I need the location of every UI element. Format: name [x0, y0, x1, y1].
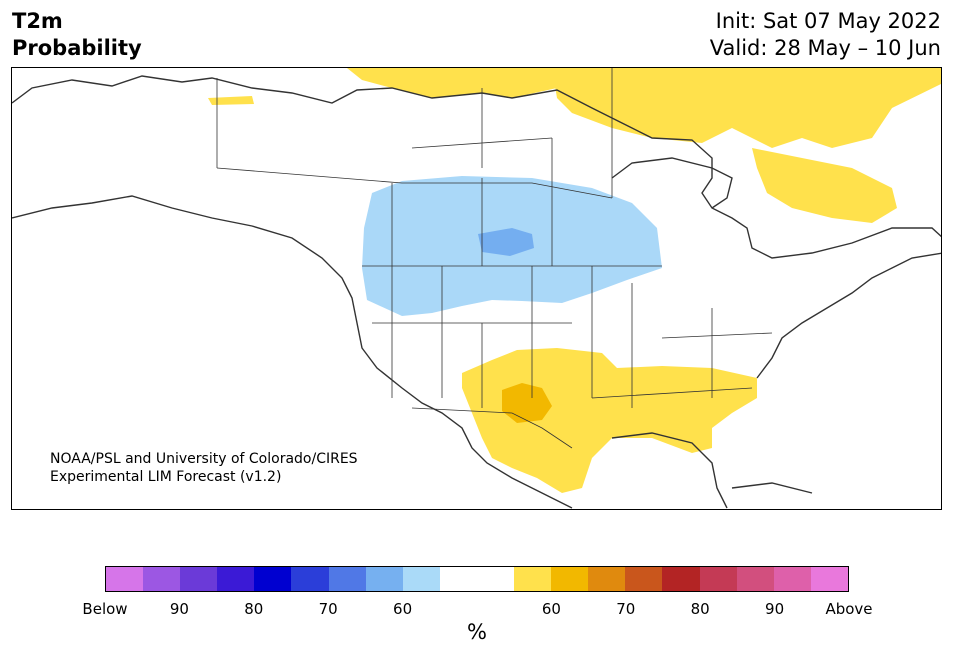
colorbar-swatch [551, 567, 589, 591]
valid-range: Valid: 28 May – 10 Jun [709, 36, 941, 60]
colorbar-tick-label: 90 [765, 600, 785, 618]
colorbar-tick-label: 60 [541, 600, 561, 618]
colorbar-swatch [328, 567, 366, 591]
above-area-baffin [552, 68, 941, 148]
colorbar-tick-label: 80 [690, 600, 710, 618]
forecast-dates: Init: Sat 07 May 2022 Valid: 28 May – 10… [710, 8, 941, 62]
colorbar-tick-label: Below [82, 600, 128, 618]
colorbar-tick-label: 60 [393, 600, 413, 618]
colorbar-swatch [180, 567, 218, 591]
colorbar-swatch [217, 567, 255, 591]
above-area-texas-core [502, 383, 552, 423]
colorbar-swatch [736, 567, 774, 591]
colorbar-swatch [662, 567, 700, 591]
colorbar-swatch [402, 567, 440, 591]
attribution-line2: Experimental LIM Forecast (v1.2) [50, 469, 282, 485]
colorbar-swatch [773, 567, 811, 591]
coastlines [12, 75, 941, 509]
colorbar-swatch [588, 567, 626, 591]
map-svg [12, 68, 941, 509]
above-area-labrador [752, 148, 897, 223]
below-area-core [478, 228, 534, 256]
colorbar-swatch [699, 567, 737, 591]
colorbar-swatch [254, 567, 292, 591]
forecast-map: NOAA/PSL and University of Colorado/CIRE… [11, 67, 942, 510]
map-title: T2m Probability [12, 8, 142, 62]
colorbar-swatch [810, 567, 848, 591]
colorbar-swatch [514, 567, 552, 591]
title-variable: T2m [12, 9, 63, 33]
above-area-alaska [208, 96, 254, 105]
init-date: Init: Sat 07 May 2022 [715, 9, 941, 33]
colorbar-swatch [291, 567, 329, 591]
colorbar-tick-label: 90 [169, 600, 189, 618]
colorbar-swatch [365, 567, 403, 591]
colorbar-unit: % [467, 620, 487, 644]
colorbar-swatch [106, 567, 144, 591]
political-borders [216, 68, 773, 449]
colorbar-tick-label: 70 [616, 600, 636, 618]
colorbar-swatch [439, 567, 477, 591]
attribution: NOAA/PSL and University of Colorado/CIRE… [50, 450, 358, 486]
colorbar-swatch [143, 567, 181, 591]
colorbar-swatch [476, 567, 515, 591]
above-area-south [462, 348, 757, 493]
attribution-line1: NOAA/PSL and University of Colorado/CIRE… [50, 451, 358, 467]
colorbar-tick-label: 80 [244, 600, 264, 618]
colorbar-swatch [625, 567, 663, 591]
probability-colorbar [105, 566, 849, 592]
colorbar-tick-label: Above [825, 600, 873, 618]
title-type: Probability [12, 36, 142, 60]
colorbar-tick-label: 70 [318, 600, 338, 618]
